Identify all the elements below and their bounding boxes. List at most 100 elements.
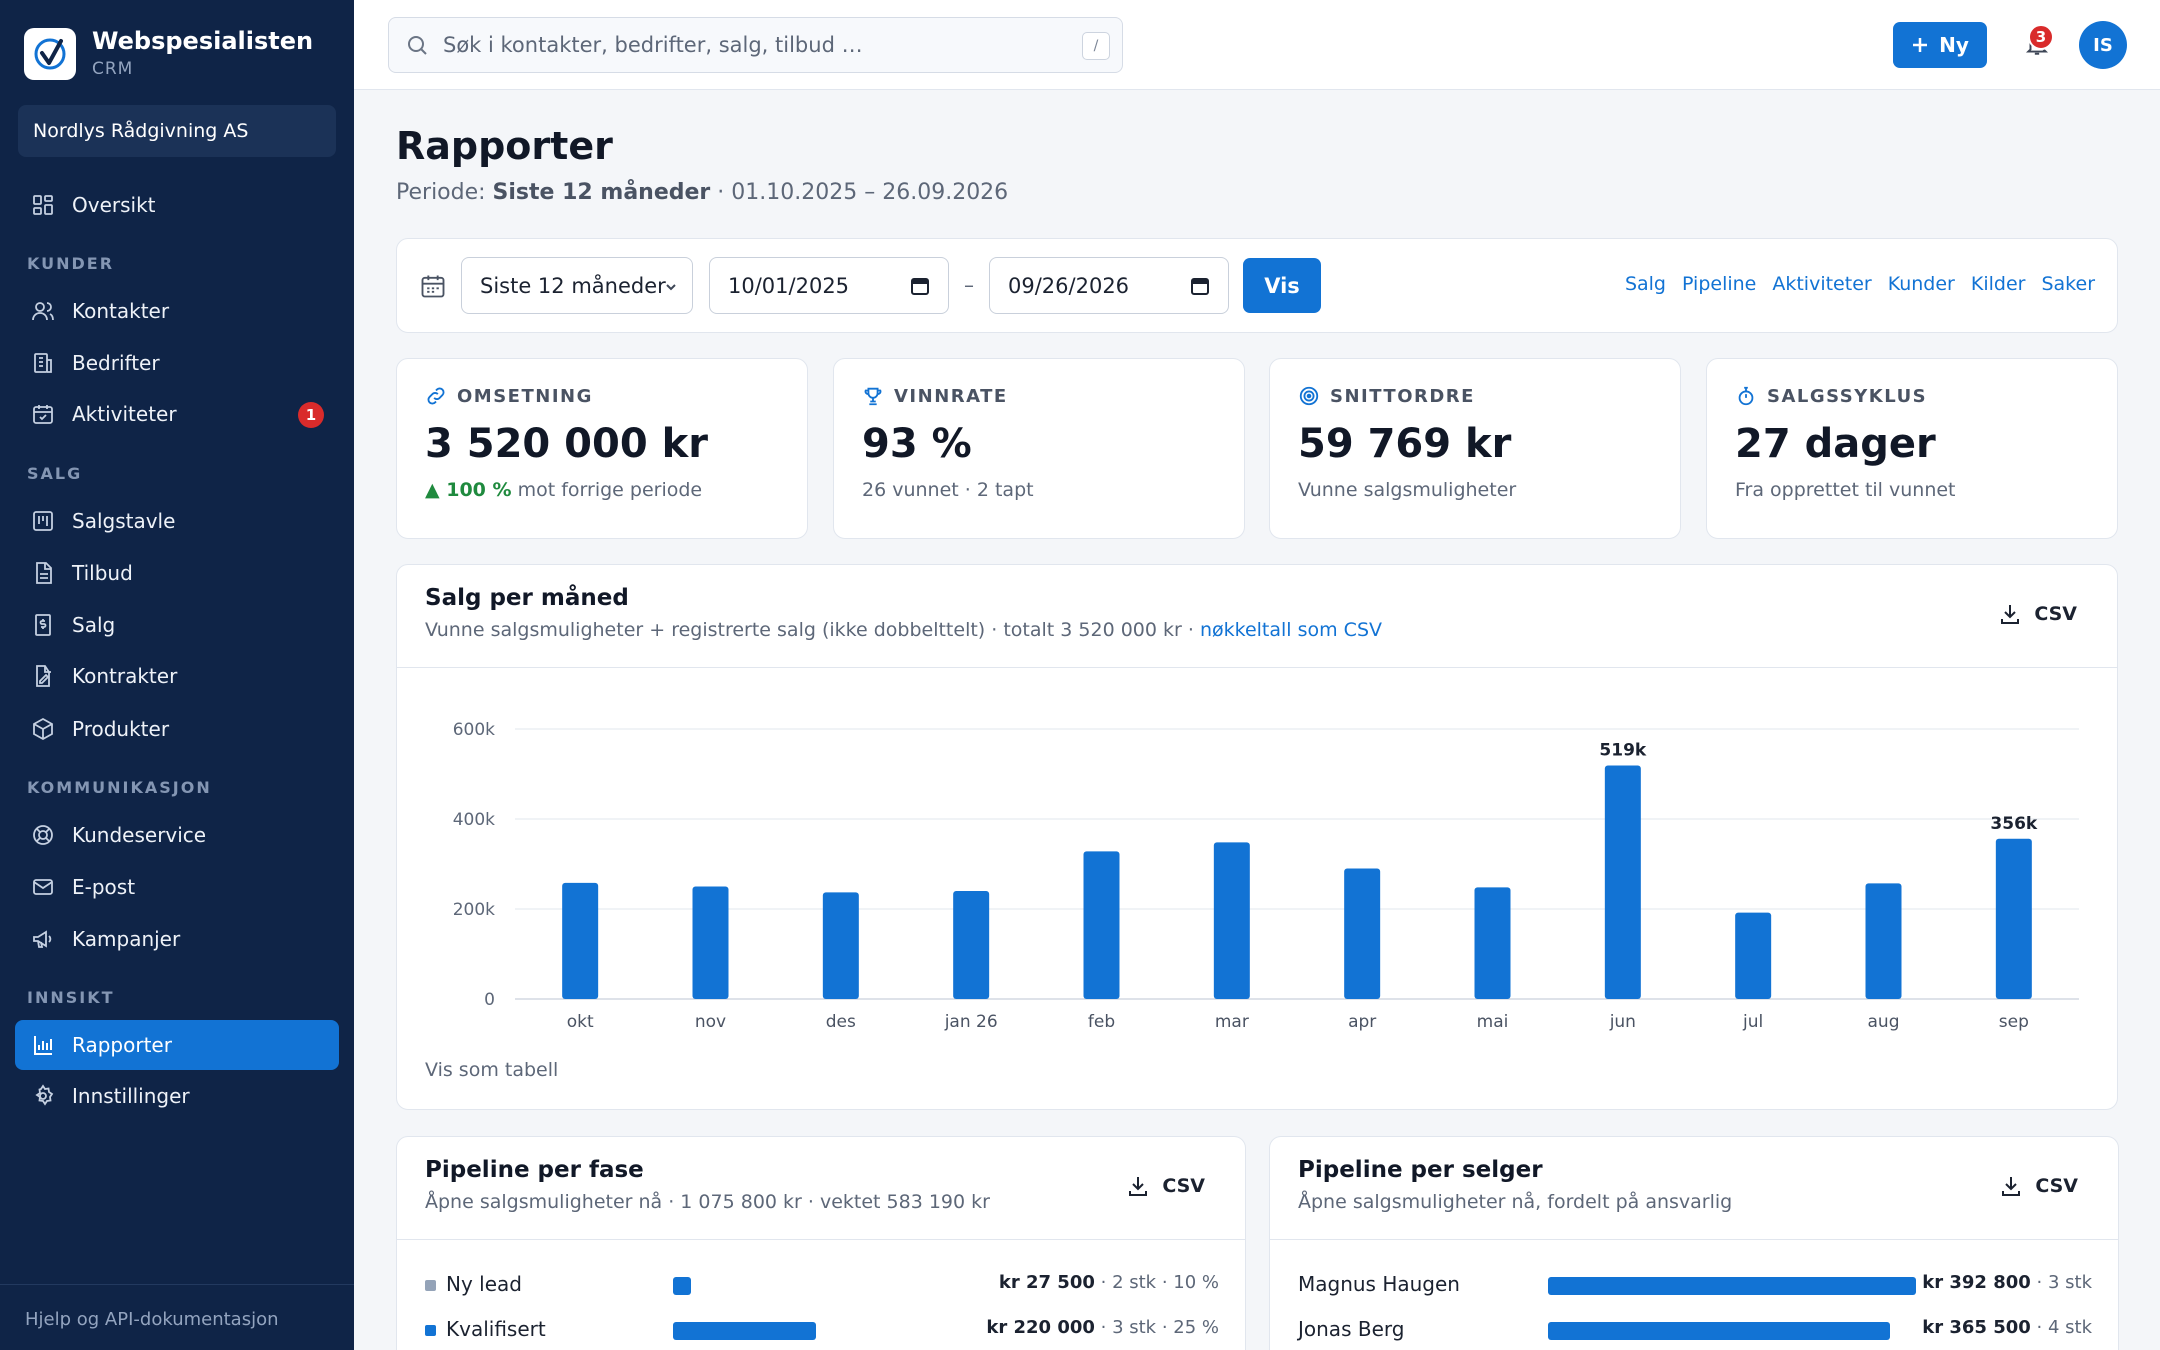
data-label: 356k bbox=[1990, 814, 2037, 834]
stage-label: Ny lead bbox=[446, 1272, 522, 1296]
sidebar-item-kundeservice[interactable]: Kundeservice bbox=[15, 810, 339, 860]
search-input[interactable] bbox=[443, 33, 1043, 57]
card-subtitle: Vunne salgsmuligheter + registrerte salg… bbox=[425, 619, 1382, 641]
download-icon bbox=[2002, 1177, 2021, 1196]
csv-label: CSV bbox=[1162, 1175, 1205, 1197]
sidebar-item-label: Oversikt bbox=[72, 193, 156, 217]
sidebar-item-label: Salgstavle bbox=[72, 509, 176, 533]
gear-icon bbox=[35, 1084, 54, 1106]
nav-section-salg: SALG bbox=[27, 464, 83, 483]
csv-download-button[interactable]: CSV bbox=[1999, 1174, 2078, 1198]
stage-amount: kr 220 000 bbox=[986, 1317, 1095, 1338]
brand-sub: CRM bbox=[92, 59, 134, 79]
sidebar-item-oversikt[interactable]: Oversikt bbox=[15, 180, 339, 230]
sidebar-item-bedrifter[interactable]: Bedrifter bbox=[15, 338, 339, 388]
kpi-label: SNITTORDRE bbox=[1330, 385, 1475, 407]
sidebar-item-kontrakter[interactable]: Kontrakter bbox=[15, 651, 339, 701]
sidebar-item-aktiviteter[interactable]: Aktiviteter 1 bbox=[15, 389, 339, 439]
document-icon bbox=[36, 562, 52, 584]
sidebar-item-innstillinger[interactable]: Innstillinger bbox=[15, 1071, 339, 1121]
sidebar-item-rapporter[interactable]: Rapporter bbox=[15, 1020, 339, 1070]
sidebar-item-produkter[interactable]: Produkter bbox=[15, 704, 339, 754]
csv-download-button[interactable]: CSV bbox=[1998, 602, 2077, 626]
sidebar-item-label: Salg bbox=[72, 613, 116, 637]
csv-label: CSV bbox=[2035, 1175, 2078, 1197]
x-tick-label: mar bbox=[1215, 1012, 1249, 1032]
sidebar-item-label: Bedrifter bbox=[72, 351, 160, 375]
nav-section-kunder: KUNDER bbox=[27, 254, 115, 273]
stage-color-dot bbox=[425, 1325, 436, 1336]
x-tick-label: okt bbox=[567, 1012, 594, 1032]
kpi-card-snittordre: SNITTORDRE 59 769 kr Vunne salgsmulighet… bbox=[1269, 358, 1681, 539]
building-icon bbox=[34, 353, 52, 373]
kpi-sub: Vunne salgsmuligheter bbox=[1298, 479, 1517, 501]
sidebar-item-epost[interactable]: E-post bbox=[15, 862, 339, 912]
quick-link-saker[interactable]: Saker bbox=[2041, 273, 2095, 295]
kpi-card-salgssyklus: SALGSSYKLUS 27 dager Fra opprettet til v… bbox=[1706, 358, 2118, 539]
pipeline-stage-row[interactable]: Kvalifisert kr 220 000 · 3 stk · 25 % bbox=[425, 1315, 1219, 1345]
pipeline-seller-row[interactable]: Magnus Haugen kr 392 800 · 3 stk bbox=[1298, 1270, 2092, 1300]
quick-link-salg[interactable]: Salg bbox=[1624, 273, 1666, 295]
kpi-delta: ▲ 100 % bbox=[425, 479, 512, 501]
kpi-label: VINNRATE bbox=[894, 385, 1008, 407]
sidebar-item-salg[interactable]: Salg bbox=[15, 600, 339, 650]
filter-bar: Siste 12 måneder 10/01/2025 – 09/26/2026… bbox=[396, 238, 2118, 333]
card-subtitle: Åpne salgsmuligheter nå · 1 075 800 kr ·… bbox=[425, 1191, 990, 1213]
sidebar-item-kampanjer[interactable]: Kampanjer bbox=[15, 914, 339, 964]
x-tick-label: jan 26 bbox=[944, 1012, 998, 1032]
quick-link-aktiviteter[interactable]: Aktiviteter bbox=[1772, 273, 1872, 295]
quick-link-kunder[interactable]: Kunder bbox=[1887, 273, 1955, 295]
bar bbox=[692, 886, 729, 999]
plus-icon bbox=[1913, 38, 1928, 52]
show-button[interactable]: Vis bbox=[1243, 258, 1321, 313]
period-prefix: Periode: bbox=[396, 180, 486, 205]
organization-switcher[interactable]: Nordlys Rådgivning AS bbox=[18, 105, 336, 157]
stage-color-dot bbox=[425, 1280, 436, 1291]
period-select-value: Siste 12 måneder bbox=[480, 273, 666, 298]
csv-download-button[interactable]: CSV bbox=[1126, 1174, 1205, 1198]
box-icon bbox=[33, 717, 53, 741]
bar bbox=[1213, 842, 1250, 999]
new-button[interactable]: Ny bbox=[1893, 22, 1987, 68]
date-separator: – bbox=[964, 273, 974, 297]
quick-link-pipeline[interactable]: Pipeline bbox=[1682, 273, 1757, 295]
seller-name: Jonas Berg bbox=[1298, 1317, 1405, 1341]
sidebar-item-label: Innstillinger bbox=[72, 1084, 190, 1108]
user-avatar[interactable]: IS bbox=[2079, 21, 2127, 69]
brand-name: Webspesialisten bbox=[92, 27, 314, 55]
megaphone-icon bbox=[33, 930, 52, 948]
kpi-label: OMSETNING bbox=[457, 385, 593, 407]
help-link[interactable]: Hjelp og API-dokumentasjon bbox=[0, 1284, 354, 1350]
seller-bar bbox=[1548, 1277, 1916, 1295]
csv-link[interactable]: nøkkeltall som CSV bbox=[1199, 619, 1383, 641]
date-picker-icon[interactable] bbox=[910, 276, 930, 296]
kpi-card-vinnrate: VINNRATE 93 % 26 vunnet · 2 tapt bbox=[833, 358, 1245, 539]
sidebar-item-tilbud[interactable]: Tilbud bbox=[15, 548, 339, 598]
from-date-input[interactable]: 10/01/2025 bbox=[709, 257, 949, 314]
kpi-value: 93 % bbox=[862, 421, 972, 467]
date-picker-icon[interactable] bbox=[1190, 276, 1210, 296]
pipeline-seller-row[interactable]: Jonas Berg kr 365 500 · 4 stk bbox=[1298, 1315, 2092, 1345]
sidebar-item-salgstavle[interactable]: Salgstavle bbox=[15, 496, 339, 546]
search-shortcut-hint: / bbox=[1082, 32, 1110, 60]
sidebar-item-kontakter[interactable]: Kontakter bbox=[15, 286, 339, 336]
period-name: Siste 12 måneder bbox=[492, 180, 711, 205]
search-box[interactable]: / bbox=[388, 17, 1123, 73]
kpi-sub: mot forrige periode bbox=[517, 479, 703, 501]
search-icon bbox=[408, 36, 427, 55]
period-select[interactable]: Siste 12 måneder bbox=[461, 257, 693, 314]
kanban-icon bbox=[33, 511, 53, 531]
card-subtitle: Åpne salgsmuligheter nå, fordelt på ansv… bbox=[1298, 1191, 1733, 1213]
x-tick-label: jul bbox=[1742, 1012, 1763, 1032]
sales-bar-chart: 0 200k 400k 600k okt nov des jan 26 feb mar apr mai… bbox=[453, 720, 2079, 1032]
seller-meta: · 4 stk bbox=[2036, 1317, 2092, 1338]
seller-meta: · 3 stk bbox=[2036, 1272, 2092, 1293]
brand[interactable]: Webspesialisten CRM bbox=[24, 26, 313, 82]
nav-section-kommunikasjon: KOMMUNIKASJON bbox=[27, 778, 212, 797]
page-title: Rapporter bbox=[396, 124, 613, 168]
to-date-input[interactable]: 09/26/2026 bbox=[989, 257, 1229, 314]
quick-link-kilder[interactable]: Kilder bbox=[1970, 273, 2026, 295]
show-as-table-toggle[interactable]: Vis som tabell bbox=[425, 1059, 559, 1081]
pipeline-stage-row[interactable]: Ny lead kr 27 500 · 2 stk · 10 % bbox=[425, 1270, 1219, 1300]
target-icon bbox=[1299, 386, 1319, 406]
